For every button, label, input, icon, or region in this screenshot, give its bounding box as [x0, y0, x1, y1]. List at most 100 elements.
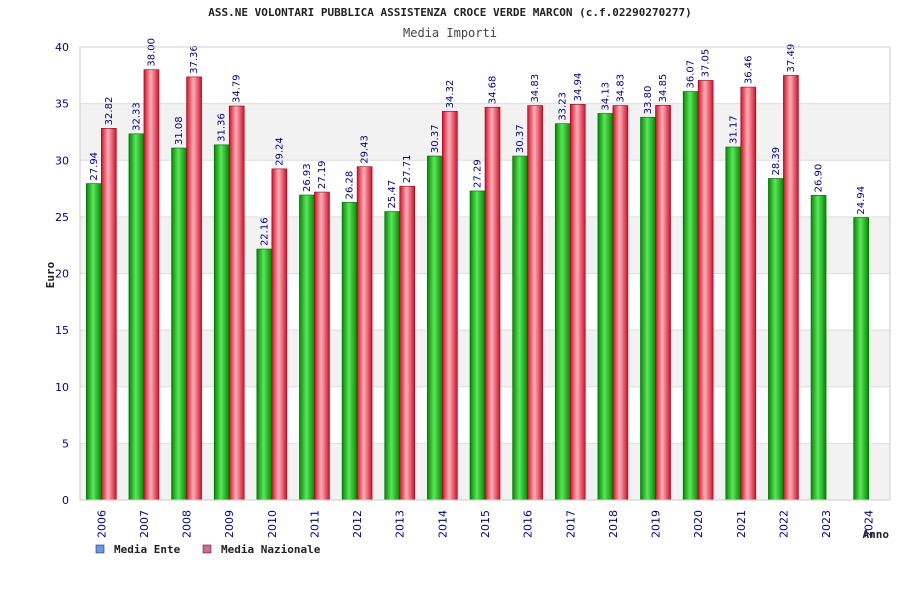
value-label: 36.07 — [686, 60, 697, 89]
value-label: 34.32 — [445, 80, 456, 109]
value-label: 34.13 — [600, 82, 611, 111]
x-tick-label: 2008 — [181, 510, 194, 538]
legend-label-media-nazionale: Media Nazionale — [221, 543, 321, 556]
y-tick-label: 15 — [55, 324, 69, 337]
value-label: 26.90 — [814, 164, 825, 193]
chart-subtitle: Media Importi — [403, 26, 497, 40]
value-label: 27.29 — [473, 159, 484, 188]
bar-media-ente-2018 — [597, 113, 614, 501]
value-label: 37.05 — [701, 49, 712, 78]
bar-media-ente-2010 — [256, 248, 273, 501]
bar-media-ente-2020 — [682, 91, 699, 501]
x-tick-label: 2022 — [777, 510, 790, 538]
bar-media-nazionale-2011 — [314, 191, 330, 501]
value-label: 34.68 — [488, 76, 499, 105]
value-labels-group: 27.94 32.82 32.33 38.00 31.08 37.36 31.36 34.79… — [89, 38, 867, 246]
value-label: 34.83 — [615, 74, 626, 103]
value-label: 30.37 — [515, 124, 526, 153]
value-label: 27.71 — [402, 155, 413, 184]
bar-media-nazionale-2022 — [783, 75, 799, 501]
plot-frame — [79, 46, 891, 501]
value-label: 24.94 — [856, 186, 867, 215]
bar-media-ente-2007 — [128, 133, 145, 501]
bar-media-nazionale-2019 — [655, 105, 671, 501]
value-label: 36.46 — [743, 55, 754, 84]
value-label: 29.24 — [274, 137, 285, 166]
x-tick-label: 2011 — [308, 510, 321, 538]
bar-media-nazionale-2010 — [271, 168, 288, 501]
x-tick-label: 2010 — [266, 510, 279, 538]
x-tick-label: 2023 — [820, 510, 833, 538]
y-tick-labels: 0 5 10 15 20 25 30 35 40 — [55, 41, 69, 507]
value-label: 37.49 — [786, 44, 797, 73]
value-label: 34.79 — [232, 74, 243, 103]
value-label: 34.83 — [530, 74, 541, 103]
bar-media-nazionale-2009 — [228, 105, 245, 501]
x-tick-label: 2020 — [692, 510, 705, 538]
legend: Media Ente Media Nazionale — [95, 543, 321, 556]
x-axis-label: Anno — [863, 528, 890, 541]
bar-media-nazionale-2006 — [101, 128, 117, 501]
value-label: 28.39 — [771, 147, 782, 176]
bar-media-ente-2019 — [640, 116, 656, 501]
bar-media-ente-2023 — [810, 195, 827, 501]
legend-label-media-ente: Media Ente — [114, 543, 181, 556]
value-label: 31.17 — [728, 115, 739, 144]
y-tick-label: 0 — [62, 494, 69, 507]
y-axis-label: Euro — [44, 261, 57, 288]
bar-media-ente-2021 — [725, 146, 742, 501]
bar-media-ente-2011 — [299, 194, 315, 501]
bar-media-nazionale-2015 — [484, 106, 501, 501]
bar-media-nazionale-2021 — [740, 86, 757, 501]
x-tick-label: 2007 — [138, 510, 151, 538]
x-tick-label: 2019 — [650, 510, 663, 538]
bar-media-nazionale-2007 — [143, 69, 160, 501]
bar-media-ente-2009 — [213, 144, 230, 501]
y-tick-label: 35 — [55, 98, 69, 111]
bar-media-ente-2016 — [512, 155, 528, 501]
y-tick-label: 10 — [55, 381, 69, 394]
x-tick-label: 2006 — [95, 510, 108, 538]
value-label: 29.43 — [360, 135, 371, 164]
value-label: 33.23 — [558, 92, 569, 121]
x-tick-label: 2015 — [479, 510, 492, 538]
x-tick-label: 2024 — [863, 510, 876, 538]
x-tick-label: 2018 — [607, 510, 620, 538]
legend-swatch-media-ente — [95, 544, 105, 554]
bar-media-ente-2006 — [86, 183, 102, 501]
bar-media-ente-2014 — [427, 155, 443, 501]
bar-media-nazionale-2013 — [399, 185, 416, 501]
value-label: 31.36 — [217, 113, 228, 142]
value-label: 37.36 — [189, 45, 200, 74]
value-label: 34.85 — [658, 74, 669, 103]
bar-media-nazionale-2008 — [186, 76, 202, 501]
x-tick-label: 2016 — [522, 510, 535, 538]
value-label: 26.28 — [345, 171, 356, 200]
bar-media-nazionale-2020 — [697, 80, 714, 501]
bar-media-nazionale-2018 — [612, 105, 629, 501]
y-tick-label: 5 — [62, 437, 69, 450]
bar-media-ente-2015 — [469, 190, 486, 501]
value-label: 32.82 — [104, 97, 115, 126]
bar-media-nazionale-2012 — [356, 166, 373, 501]
value-label: 31.08 — [174, 116, 185, 145]
value-label: 34.94 — [573, 73, 584, 102]
chart-title: ASS.NE VOLONTARI PUBBLICA ASSISTENZA CRO… — [208, 6, 691, 19]
value-label: 27.94 — [89, 152, 100, 181]
x-tick-label: 2009 — [223, 510, 236, 538]
value-label: 26.93 — [302, 163, 313, 192]
bar-media-nazionale-2014 — [442, 111, 458, 501]
x-tick-label: 2012 — [351, 510, 364, 538]
bar-media-nazionale-2017 — [569, 104, 586, 501]
x-tick-label: 2021 — [735, 510, 748, 538]
bar-media-ente-2012 — [341, 202, 358, 501]
bar-media-ente-2024 — [853, 217, 869, 501]
value-label: 33.80 — [643, 86, 654, 115]
y-tick-label: 30 — [55, 154, 69, 167]
bar-media-ente-2008 — [171, 147, 187, 501]
value-label: 27.19 — [317, 160, 328, 189]
x-tick-label: 2014 — [436, 510, 449, 538]
legend-swatch-media-nazionale — [202, 544, 212, 554]
value-label: 25.47 — [387, 180, 398, 209]
